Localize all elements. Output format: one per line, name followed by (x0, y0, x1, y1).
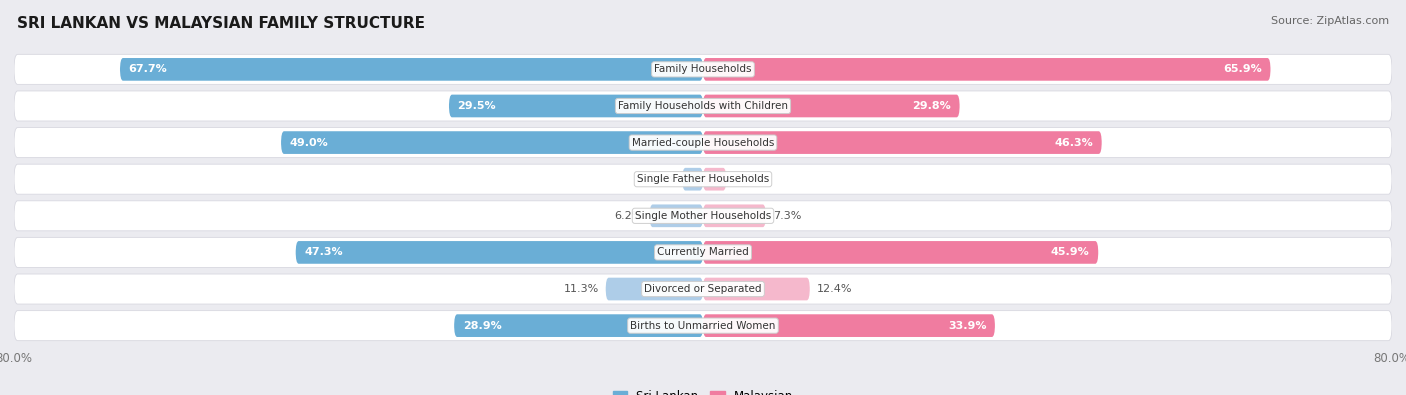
FancyBboxPatch shape (449, 95, 703, 117)
FancyBboxPatch shape (14, 237, 1392, 267)
Text: 47.3%: 47.3% (304, 247, 343, 258)
Text: Single Father Households: Single Father Households (637, 174, 769, 184)
Text: 12.4%: 12.4% (817, 284, 852, 294)
Text: Family Households with Children: Family Households with Children (619, 101, 787, 111)
FancyBboxPatch shape (703, 95, 960, 117)
Text: 49.0%: 49.0% (290, 137, 329, 148)
Text: Currently Married: Currently Married (657, 247, 749, 258)
Text: 65.9%: 65.9% (1223, 64, 1263, 74)
FancyBboxPatch shape (650, 205, 703, 227)
Legend: Sri Lankan, Malaysian: Sri Lankan, Malaysian (607, 385, 799, 395)
FancyBboxPatch shape (14, 128, 1392, 158)
FancyBboxPatch shape (682, 168, 703, 190)
Text: Family Households: Family Households (654, 64, 752, 74)
FancyBboxPatch shape (606, 278, 703, 300)
FancyBboxPatch shape (703, 314, 995, 337)
Text: 7.3%: 7.3% (773, 211, 801, 221)
FancyBboxPatch shape (703, 278, 810, 300)
FancyBboxPatch shape (703, 205, 766, 227)
FancyBboxPatch shape (14, 164, 1392, 194)
FancyBboxPatch shape (703, 168, 727, 190)
Text: 28.9%: 28.9% (463, 321, 502, 331)
Text: 11.3%: 11.3% (564, 284, 599, 294)
FancyBboxPatch shape (14, 310, 1392, 340)
Text: 46.3%: 46.3% (1054, 137, 1092, 148)
Text: Births to Unmarried Women: Births to Unmarried Women (630, 321, 776, 331)
Text: 6.2%: 6.2% (614, 211, 643, 221)
Text: 29.8%: 29.8% (912, 101, 950, 111)
FancyBboxPatch shape (281, 131, 703, 154)
FancyBboxPatch shape (454, 314, 703, 337)
Text: 2.7%: 2.7% (733, 174, 762, 184)
Text: 67.7%: 67.7% (128, 64, 167, 74)
FancyBboxPatch shape (703, 131, 1102, 154)
FancyBboxPatch shape (703, 241, 1098, 264)
Text: Source: ZipAtlas.com: Source: ZipAtlas.com (1271, 16, 1389, 26)
Text: Single Mother Households: Single Mother Households (636, 211, 770, 221)
Text: 33.9%: 33.9% (948, 321, 987, 331)
FancyBboxPatch shape (14, 201, 1392, 231)
FancyBboxPatch shape (14, 55, 1392, 85)
FancyBboxPatch shape (295, 241, 703, 264)
FancyBboxPatch shape (14, 91, 1392, 121)
FancyBboxPatch shape (14, 274, 1392, 304)
Text: SRI LANKAN VS MALAYSIAN FAMILY STRUCTURE: SRI LANKAN VS MALAYSIAN FAMILY STRUCTURE (17, 16, 425, 31)
Text: 29.5%: 29.5% (457, 101, 496, 111)
Text: Divorced or Separated: Divorced or Separated (644, 284, 762, 294)
FancyBboxPatch shape (703, 58, 1271, 81)
Text: 2.4%: 2.4% (647, 174, 675, 184)
Text: 45.9%: 45.9% (1050, 247, 1090, 258)
Text: Married-couple Households: Married-couple Households (631, 137, 775, 148)
FancyBboxPatch shape (120, 58, 703, 81)
